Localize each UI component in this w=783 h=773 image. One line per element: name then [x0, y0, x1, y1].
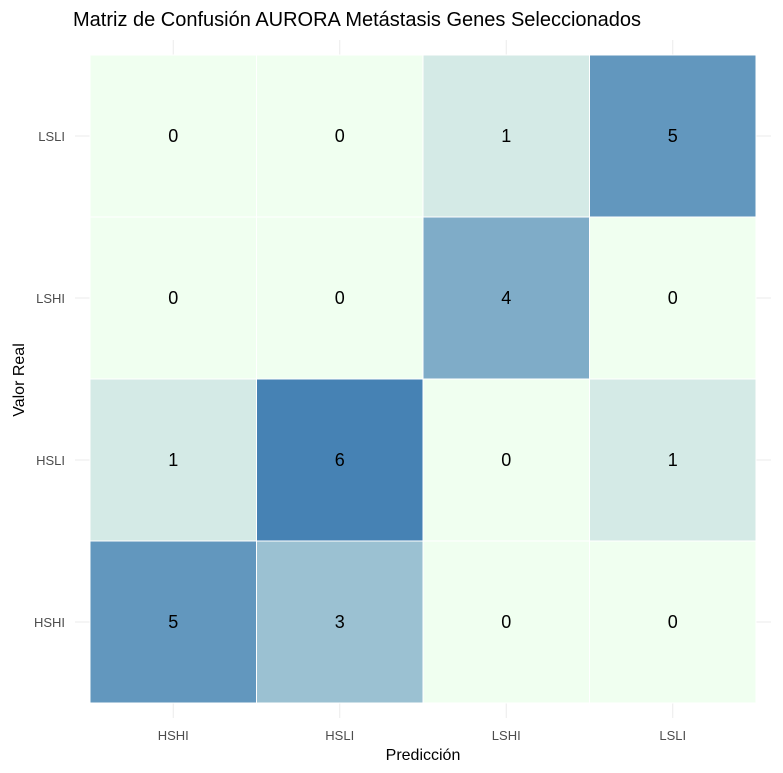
x-tick-label: LSLI — [659, 728, 686, 743]
heatmap-cell — [589, 216, 757, 380]
cell-value-label: 0 — [168, 288, 178, 308]
heatmap-cell — [89, 540, 257, 704]
cell-value-label: 3 — [335, 612, 345, 632]
cell-value-label: 5 — [168, 612, 178, 632]
x-axis-title: Predicción — [386, 747, 461, 764]
y-axis-tick-labels: HSHI HSLI LSHI LSLI — [34, 129, 65, 630]
cell-value-label: 5 — [668, 126, 678, 146]
heatmap-cell — [589, 54, 757, 218]
heatmap-cell — [422, 540, 590, 704]
cell-value-label: 0 — [501, 612, 511, 632]
cell-value-label: 0 — [335, 126, 345, 146]
y-tick-label: LSLI — [38, 129, 65, 144]
cell-value-labels: 5 3 0 0 1 6 0 1 0 0 4 0 0 0 1 5 — [168, 126, 678, 632]
x-tick-label: HSHI — [158, 728, 189, 743]
x-tick-label: HSLI — [325, 728, 354, 743]
heatmap-cell — [256, 54, 424, 218]
heatmap-cell — [89, 216, 257, 380]
y-axis-title: Valor Real — [11, 343, 28, 417]
cell-value-label: 6 — [335, 450, 345, 470]
heatmap-cell — [422, 216, 590, 380]
cell-value-label: 1 — [668, 450, 678, 470]
x-tick-label: LSHI — [492, 728, 521, 743]
cell-value-label: 4 — [501, 288, 511, 308]
heatmap-cell — [422, 54, 590, 218]
cell-value-label: 0 — [501, 450, 511, 470]
heatmap-cell — [589, 378, 757, 542]
x-axis-tick-labels: HSHI HSLI LSHI LSLI — [158, 728, 686, 743]
heatmap-cell — [256, 540, 424, 704]
cell-value-label: 0 — [168, 126, 178, 146]
cell-value-label: 1 — [168, 450, 178, 470]
heatmap-cell — [89, 54, 257, 218]
heatmap-cell — [589, 540, 757, 704]
y-tick-label: HSHI — [34, 615, 65, 630]
chart-title: Matriz de Confusión AURORA Metástasis Ge… — [73, 9, 641, 31]
heatmap-cells — [89, 54, 757, 704]
cell-value-label: 0 — [668, 612, 678, 632]
y-tick-label: HSLI — [36, 453, 65, 468]
cell-value-label: 0 — [668, 288, 678, 308]
heatmap-cell — [256, 378, 424, 542]
y-tick-label: LSHI — [36, 291, 65, 306]
cell-value-label: 0 — [335, 288, 345, 308]
cell-value-label: 1 — [501, 126, 511, 146]
